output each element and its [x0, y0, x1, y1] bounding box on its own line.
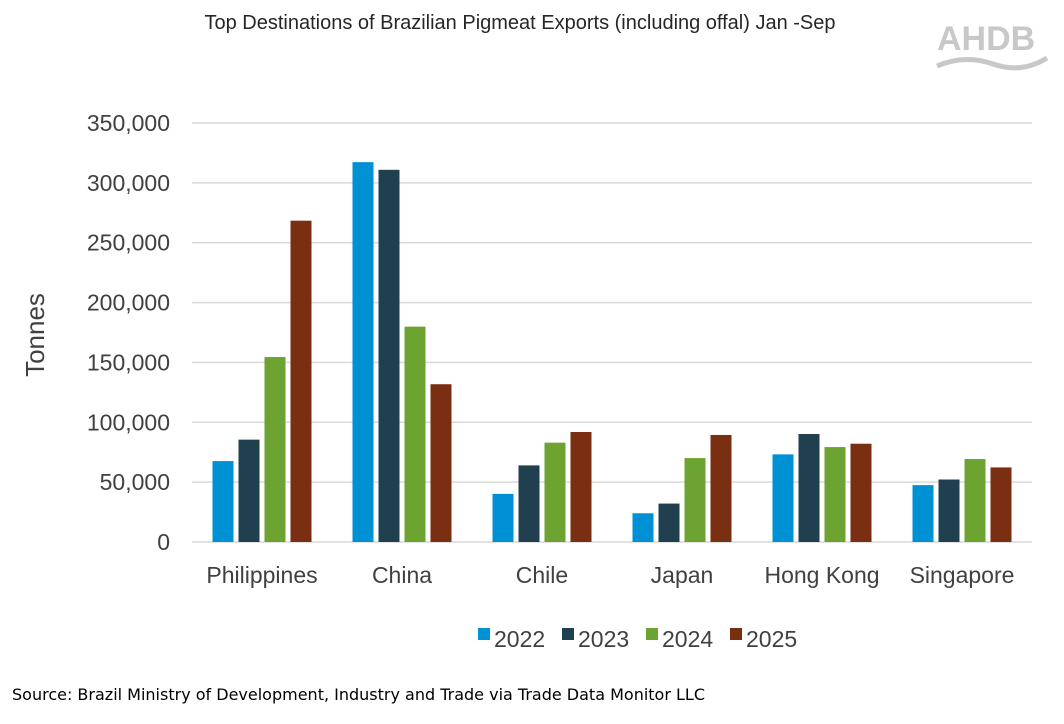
bar-philippines-2023 — [238, 439, 260, 542]
bar-japan-2023 — [658, 503, 680, 542]
bar-singapore-2022 — [912, 485, 934, 542]
legend-label-2022: 2022 — [494, 626, 545, 652]
x-tick-label: Chile — [516, 562, 568, 588]
y-tick-label: 200,000 — [87, 290, 170, 316]
legend-label-2025: 2025 — [746, 626, 797, 652]
x-tick-label: Japan — [651, 562, 714, 588]
bar-japan-2025 — [710, 434, 732, 542]
bar-chile-2022 — [492, 493, 514, 542]
bar-philippines-2024 — [264, 357, 286, 542]
ahdb-logo: AHDB — [936, 20, 1049, 71]
bar-china-2024 — [404, 326, 426, 542]
source-note: Source: Brazil Ministry of Development, … — [12, 685, 705, 704]
bar-china-2023 — [378, 169, 400, 542]
bar-japan-2024 — [684, 458, 706, 542]
y-tick-label: 250,000 — [87, 230, 170, 256]
bar-singapore-2025 — [990, 467, 1012, 542]
svg-text:AHDB: AHDB — [937, 20, 1035, 58]
bar-philippines-2022 — [212, 461, 234, 542]
y-tick-label: 0 — [157, 529, 170, 555]
bar-chile-2025 — [570, 431, 592, 542]
bar-hong-kong-2022 — [772, 454, 794, 542]
bar-singapore-2023 — [938, 479, 960, 542]
bar-philippines-2025 — [290, 220, 312, 542]
x-tick-label: Singapore — [910, 562, 1015, 588]
legend-label-2024: 2024 — [662, 626, 713, 652]
y-tick-label: 150,000 — [87, 349, 170, 375]
bar-hong-kong-2025 — [850, 443, 872, 542]
y-tick-label: 300,000 — [87, 170, 170, 196]
bar-hong-kong-2023 — [798, 434, 820, 542]
chart-title: Top Destinations of Brazilian Pigmeat Ex… — [204, 12, 836, 34]
y-tick-label: 50,000 — [100, 469, 170, 495]
bar-japan-2022 — [632, 513, 654, 542]
x-tick-label: China — [372, 562, 432, 588]
y-axis-title: Tonnes — [20, 293, 50, 377]
bar-hong-kong-2024 — [824, 447, 846, 542]
y-tick-label: 350,000 — [87, 110, 170, 136]
bar-chile-2023 — [518, 465, 540, 542]
bar-china-2022 — [352, 162, 374, 542]
y-tick-label: 100,000 — [87, 409, 170, 435]
legend-label-2023: 2023 — [578, 626, 629, 652]
bar-chart: 0 50,000 100,000 150,000 200,000 250,000 300,0… — [20, 110, 1032, 652]
legend-swatch-2025 — [730, 628, 742, 640]
bar-singapore-2024 — [964, 459, 986, 542]
legend-swatch-2023 — [562, 628, 574, 640]
legend-swatch-2024 — [646, 628, 658, 640]
x-tick-label: Hong Kong — [764, 562, 879, 588]
bar-china-2025 — [430, 384, 452, 542]
x-tick-label: Philippines — [206, 562, 317, 588]
legend-swatch-2022 — [478, 628, 490, 640]
bar-chile-2024 — [544, 442, 566, 542]
